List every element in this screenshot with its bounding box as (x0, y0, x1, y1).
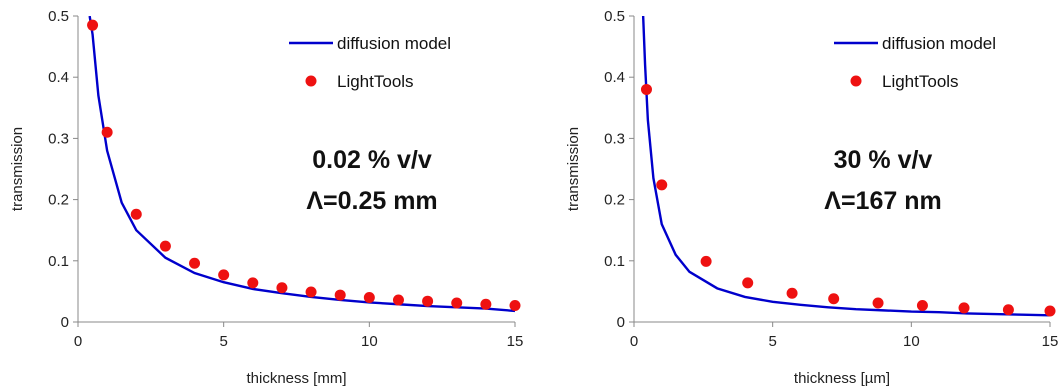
lighttools-point (247, 277, 259, 289)
x-tick-label: 15 (507, 333, 524, 350)
annotation-length: Λ=167 nm (824, 187, 941, 215)
x-tick-label: 15 (1042, 333, 1059, 350)
y-axis-label: transmission (565, 127, 582, 211)
lighttools-point (828, 293, 840, 305)
x-tick-label: 5 (219, 333, 227, 350)
legend-point-swatch (305, 75, 317, 87)
lighttools-point (742, 277, 754, 289)
y-tick-label: 0.5 (604, 8, 625, 25)
lighttools-point (640, 83, 652, 95)
legend-label-lighttools: LightTools (337, 72, 414, 91)
x-tick-label: 5 (768, 333, 776, 350)
lighttools-point (276, 282, 288, 294)
lighttools-point (1002, 304, 1014, 316)
y-tick-label: 0.4 (48, 69, 69, 86)
y-tick-label: 0 (617, 314, 625, 331)
y-tick-label: 0.1 (604, 253, 625, 270)
legend-point-swatch (850, 75, 862, 87)
y-tick-label: 0.2 (604, 192, 625, 209)
lighttools-point (101, 126, 113, 138)
lighttools-point (218, 269, 230, 281)
lighttools-point (305, 286, 317, 298)
y-tick-label: 0.4 (604, 69, 625, 86)
lighttools-point (363, 292, 375, 304)
x-tick-label: 10 (903, 333, 920, 350)
annotation-concentration: 30 % v/v (834, 146, 933, 174)
diffusion-model-line (641, 16, 1050, 317)
x-tick-label: 0 (630, 333, 638, 350)
lighttools-point (656, 179, 668, 191)
lighttools-point (700, 255, 712, 267)
legend-label-diffusion-model: diffusion model (882, 34, 996, 53)
legend-label-lighttools: LightTools (882, 72, 959, 91)
lighttools-point (786, 287, 798, 299)
lighttools-point (87, 19, 99, 31)
lighttools-point (451, 297, 463, 309)
lighttools-point (916, 299, 928, 311)
lighttools-point (422, 295, 434, 307)
y-tick-label: 0 (61, 314, 69, 331)
lighttools-point (130, 208, 142, 220)
y-tick-label: 0.3 (604, 130, 625, 147)
y-tick-label: 0.2 (48, 192, 69, 209)
lighttools-point (189, 257, 201, 269)
y-tick-label: 0.5 (48, 8, 69, 25)
lighttools-point (334, 289, 346, 301)
lighttools-point (480, 298, 492, 310)
chart-panel-2: 0 0.1 0.2 0.3 0.4 0.5 0 5 10 15 thickness [µm] tran… (565, 8, 1058, 387)
legend-label-diffusion-model: diffusion model (337, 34, 451, 53)
x-axis-label: thickness [mm] (246, 370, 346, 387)
lighttools-point (159, 240, 171, 252)
chart-panel-1: 0 0.1 0.2 0.3 0.4 0.5 0 5 10 15 thickness [mm] tran… (9, 8, 523, 387)
y-axis-label: transmission (9, 127, 26, 211)
y-tick-label: 0.3 (48, 130, 69, 147)
diffusion-model-line (88, 16, 515, 313)
annotation-length: Λ=0.25 mm (306, 187, 437, 215)
x-tick-label: 10 (361, 333, 378, 350)
annotation-concentration: 0.02 % v/v (312, 146, 432, 174)
lighttools-point (509, 299, 521, 311)
x-axis-label: thickness [µm] (794, 370, 890, 387)
lighttools-point (872, 297, 884, 309)
lighttools-point (958, 302, 970, 314)
y-tick-label: 0.1 (48, 253, 69, 270)
lighttools-point (392, 294, 404, 306)
lighttools-point (1044, 305, 1056, 317)
x-tick-label: 0 (74, 333, 82, 350)
